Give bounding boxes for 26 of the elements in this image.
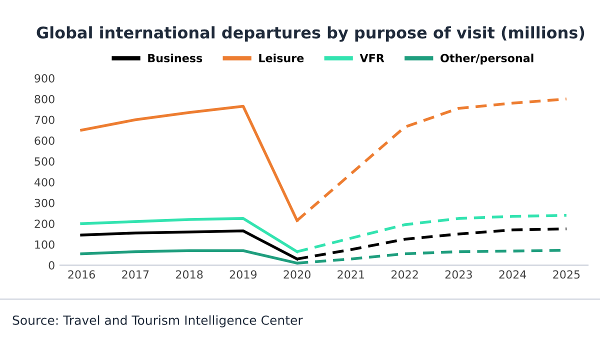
legend-label: VFR bbox=[360, 54, 384, 62]
x-tick-label: 2021 bbox=[338, 270, 364, 279]
x-tick-label: 2020 bbox=[284, 270, 310, 279]
y-tick-label: 300 bbox=[34, 198, 54, 208]
x-tick-label: 2017 bbox=[122, 270, 149, 279]
y-tick-label: 600 bbox=[34, 136, 54, 145]
y-tick-label: 800 bbox=[34, 94, 54, 104]
x-tick-label: 2023 bbox=[445, 270, 472, 279]
y-tick-label: 900 bbox=[34, 74, 54, 83]
x-tick-label: 2019 bbox=[230, 270, 257, 279]
x-tick-label: 2022 bbox=[391, 270, 418, 279]
legend-label: Other/personal bbox=[440, 54, 534, 64]
y-tick-label: 0 bbox=[48, 261, 54, 270]
x-tick-label: 2018 bbox=[176, 270, 203, 279]
y-tick-label: 500 bbox=[34, 157, 54, 166]
y-tick-label: 400 bbox=[34, 178, 54, 186]
legend-label: Leisure bbox=[259, 54, 304, 62]
x-tick-label: 2025 bbox=[553, 270, 580, 279]
y-tick-label: 200 bbox=[34, 220, 54, 228]
y-tick-label: 700 bbox=[34, 116, 54, 124]
source-note: Source: Travel and Tourism Intelligence Center bbox=[12, 315, 303, 328]
chart-title: Global international departures by purpose of visit (millions) bbox=[36, 26, 584, 42]
legend-label: Business bbox=[148, 54, 202, 62]
x-tick-label: 2024 bbox=[499, 270, 526, 279]
y-tick-label: 100 bbox=[35, 240, 54, 249]
x-tick-label: 2016 bbox=[68, 270, 95, 279]
